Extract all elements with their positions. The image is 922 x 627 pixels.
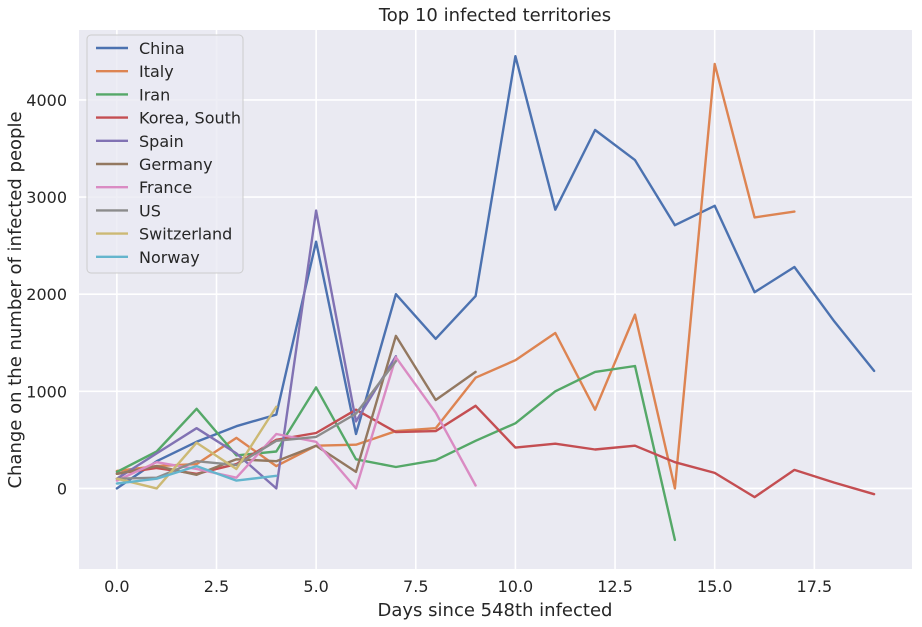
x-tick-label: 7.5	[403, 577, 428, 596]
legend-label: Iran	[139, 85, 170, 104]
y-axis-label: Change on the number of infected people	[5, 111, 26, 488]
legend-label: US	[139, 201, 161, 220]
series-line-norway	[115, 464, 278, 485]
x-tick-label: 12.5	[597, 577, 633, 596]
legend-label: Germany	[139, 155, 213, 174]
x-tick-label: 10.0	[498, 577, 534, 596]
legend-label: China	[139, 39, 185, 58]
y-tick-label: 1000	[26, 382, 67, 401]
legend-label: Spain	[139, 132, 184, 151]
x-tick-label: 17.5	[797, 577, 833, 596]
y-tick-label: 4000	[26, 91, 67, 110]
legend-label: Korea, South	[139, 109, 241, 128]
series-layer	[115, 55, 876, 542]
legend-label: Norway	[139, 248, 200, 267]
legend-label: Italy	[139, 62, 174, 81]
series-line-switzerland	[115, 405, 278, 490]
x-tick-label: 15.0	[697, 577, 733, 596]
series-line-china	[115, 55, 876, 490]
y-tick-label: 0	[57, 479, 67, 498]
series-line-iran	[115, 364, 677, 542]
legend-label: Switzerland	[139, 225, 232, 244]
series-line-italy	[115, 62, 796, 490]
x-axis-label: Days since 548th infected	[378, 600, 613, 621]
chart-title: Top 10 infected territories	[378, 5, 611, 26]
y-tick-label: 3000	[26, 188, 67, 207]
y-tick-label: 2000	[26, 285, 67, 304]
x-tick-label: 5.0	[303, 577, 328, 596]
series-line-spain	[115, 209, 398, 490]
x-tick-label: 0.0	[104, 577, 129, 596]
legend-label: France	[139, 178, 192, 197]
y-axis-ticks: 0 1000 2000 3000 4000	[26, 91, 67, 498]
legend: China Italy Iran Korea, South Spain Germany Fr…	[86, 34, 244, 274]
x-axis-ticks: 0.0 2.5 5.0 7.5 10.0 12.5 15.0 17.5	[104, 577, 832, 596]
x-tick-label: 2.5	[204, 577, 229, 596]
series-line-us	[115, 360, 398, 480]
